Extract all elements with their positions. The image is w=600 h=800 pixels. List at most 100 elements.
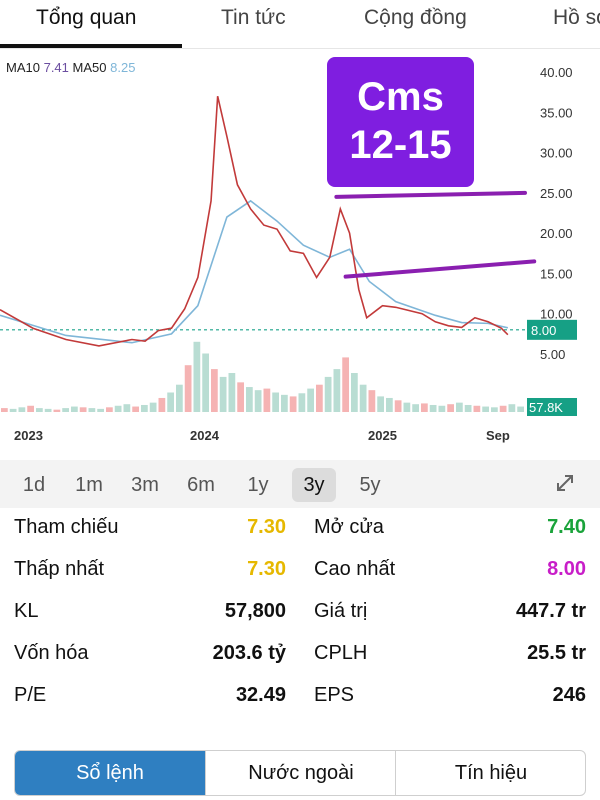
volume-bar [149, 402, 157, 412]
volume-bar [482, 406, 489, 412]
tab-news[interactable]: Tin tức [221, 6, 286, 29]
y-tick-label: 30.00 [540, 146, 573, 161]
volume-bar [351, 373, 358, 412]
stat-label: Vốn hóa [14, 642, 89, 664]
volume-bar [211, 369, 218, 412]
y-tick-label: 40.00 [540, 65, 573, 80]
segment-signals[interactable]: Tín hiệu [395, 751, 585, 795]
stat-label: Thấp nhất [14, 558, 105, 580]
range-1d[interactable]: 1d [22, 474, 46, 496]
volume-bar [298, 393, 306, 412]
badge-range: 12-15 [349, 123, 452, 167]
volume-bar [53, 409, 61, 412]
volume-bar [517, 406, 524, 412]
volume-bar [141, 404, 148, 412]
current-price-tag [527, 319, 577, 340]
price-line [0, 95, 509, 347]
y-tick-label: 15.00 [540, 266, 573, 281]
volume-bar [123, 404, 131, 412]
volume-bar [27, 405, 34, 412]
volume-bar [193, 341, 201, 412]
volume-bar [219, 376, 227, 412]
stat-value: 25.5 tr [527, 642, 586, 664]
range-6m[interactable]: 6m [187, 474, 215, 496]
stat-label: Cao nhất [314, 558, 396, 580]
stats-row: Thấp nhất 7.30 Cao nhất 8.00 [0, 558, 600, 600]
volume-bar [79, 407, 87, 412]
stats-row: Vốn hóa 203.6 tỷ CPLH 25.5 tr [0, 642, 600, 684]
stat-value: 447.7 tr [515, 600, 586, 622]
expand-icon[interactable] [552, 470, 578, 496]
volume-bar [342, 357, 349, 412]
range-1y[interactable]: 1y [247, 474, 269, 496]
range-3m[interactable]: 3m [131, 474, 159, 496]
volume-bar [377, 396, 384, 412]
ma10-label: MA10 [6, 60, 40, 75]
volume-bar [508, 404, 516, 412]
x-tick-label: 2023 [14, 428, 43, 443]
stat-label: EPS [314, 684, 355, 706]
segment-order-book[interactable]: Sổ lệnh [15, 751, 205, 795]
volume-bar [18, 407, 26, 412]
volume-bar [97, 408, 104, 412]
volume-bar [71, 406, 78, 412]
volume-bar [412, 404, 419, 412]
volume-bar [167, 392, 174, 412]
volume-bar [184, 365, 192, 412]
tab-profile[interactable]: Hồ sơ [553, 6, 600, 29]
x-tick-label: 2025 [368, 428, 397, 443]
volume-bar [36, 408, 43, 412]
stat-label: Mở cửa [314, 516, 384, 538]
x-tick-label: 2024 [190, 428, 220, 443]
current-price-label: 8.00 [531, 323, 556, 338]
volume-bar [394, 400, 402, 412]
volume-bar [44, 408, 52, 412]
volume-bar [272, 392, 279, 412]
annotation-line [334, 190, 527, 199]
volume-bar [499, 405, 507, 412]
chart-svg: 40.00 35.00 30.00 25.00 20.00 15.00 10.00 5.00 8… [0, 65, 577, 443]
bottom-segmented-control: Sổ lệnh Nước ngoài Tín hiệu [14, 750, 586, 796]
volume-bar [237, 382, 244, 412]
stat-value: 203.6 tỷ [212, 642, 286, 664]
y-tick-label: 10.00 [540, 307, 573, 322]
volume-bar [491, 407, 498, 412]
stat-label: Tham chiếu [14, 516, 119, 538]
volume-bar [324, 376, 332, 412]
stats-row: Tham chiếu 7.30 Mở cửa 7.40 [0, 516, 600, 558]
price-chart[interactable]: 40.00 35.00 30.00 25.00 20.00 15.00 10.00 5.00 8… [0, 50, 600, 460]
volume-bar [9, 408, 17, 412]
range-1m[interactable]: 1m [75, 474, 103, 496]
stats-row: KL 57,800 Giá trị 447.7 tr [0, 600, 600, 642]
volume-bar [438, 405, 446, 412]
tab-community[interactable]: Cộng đồng [364, 6, 467, 29]
volume-bar [176, 384, 183, 412]
range-5y[interactable]: 5y [359, 474, 381, 496]
y-tick-label: 25.00 [540, 186, 573, 201]
volume-bar [316, 384, 323, 412]
volume-bar [368, 390, 376, 412]
y-tick-label: 20.00 [540, 226, 573, 241]
volume-bar [106, 407, 113, 412]
volume-bar [202, 353, 209, 412]
stat-label: CPLH [314, 642, 368, 664]
volume-bar [246, 387, 253, 412]
volume-bar [447, 404, 454, 412]
tab-overview[interactable]: Tổng quan [36, 6, 137, 29]
volume-bar [289, 396, 297, 412]
volume-bar [307, 388, 314, 412]
segment-foreign[interactable]: Nước ngoài [205, 751, 396, 795]
time-range-selector: 1d 1m 3m 6m 1y 3y 5y [0, 460, 600, 508]
ma50-label: MA50 [72, 60, 107, 75]
volume-label: 57.8K [529, 400, 563, 415]
ma10-value: 7.41 [43, 60, 69, 75]
stat-value: 57,800 [224, 600, 286, 622]
y-tick-label: 5.00 [540, 347, 565, 362]
stat-value: 32.49 [235, 684, 286, 706]
volume-bar [473, 405, 481, 412]
active-tab-indicator [0, 44, 182, 48]
y-tick-label: 35.00 [540, 105, 573, 120]
stat-value: 7.30 [247, 558, 286, 580]
range-3y[interactable]: 3y [292, 468, 336, 502]
volume-bar [359, 384, 367, 412]
